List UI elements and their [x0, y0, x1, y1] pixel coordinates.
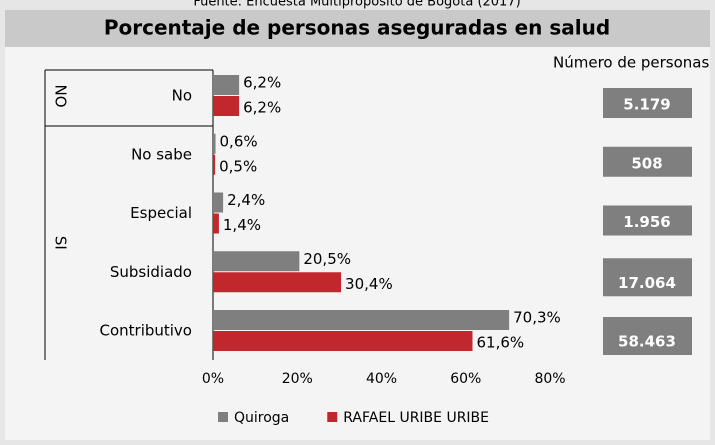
x-tick-label: 20%: [282, 371, 313, 387]
bar: [213, 154, 216, 175]
value-label: 1,4%: [223, 216, 261, 234]
count-box: [603, 146, 692, 177]
category-label: No: [172, 87, 192, 105]
count-box: [603, 88, 692, 118]
value-label: 61,6%: [476, 334, 524, 352]
count-box: [603, 258, 692, 297]
bar: [213, 251, 300, 272]
category-label: Contributivo: [99, 322, 192, 340]
bar: [213, 75, 240, 95]
value-label: 0,6%: [220, 132, 258, 150]
bar: [213, 272, 342, 293]
category-label: No sabe: [131, 145, 192, 163]
x-tick-label: 60%: [450, 371, 481, 387]
count-label: 17.064: [618, 274, 676, 292]
value-label: 30,4%: [345, 275, 393, 293]
value-label: 2,4%: [227, 191, 265, 209]
count-box: [603, 317, 692, 355]
bar: [213, 133, 216, 154]
count-label: 5.179: [623, 96, 670, 114]
count-box: [603, 205, 692, 236]
value-label: 70,3%: [513, 309, 561, 327]
source: Fuente: Encuesta Multipropósito de Bogot…: [193, 0, 520, 10]
category-label: Especial: [130, 204, 192, 222]
chart-title: Porcentaje de personas aseguradas en sal…: [104, 16, 610, 40]
bar: [213, 192, 224, 213]
count-label: 58.463: [618, 333, 676, 351]
category-label: Subsidiado: [110, 263, 192, 281]
bar: [213, 310, 510, 330]
group-label: NO: [52, 84, 70, 107]
x-tick-label: 80%: [534, 371, 565, 387]
value-label: 6,2%: [243, 74, 281, 92]
bar: [213, 213, 219, 234]
title-bar: [5, 10, 710, 47]
legend-label: RAFAEL URIBE URIBE: [343, 410, 489, 426]
counts-header: Número de personas: [553, 54, 709, 72]
bar: [213, 96, 240, 116]
legend-swatch: [327, 412, 338, 422]
legend-swatch: [218, 412, 228, 422]
value-label: 20,5%: [303, 250, 351, 268]
value-label: 6,2%: [243, 99, 281, 117]
group-label: SI: [52, 236, 70, 250]
panel: [5, 47, 710, 440]
clip: [711, 47, 715, 77]
x-tick-label: 40%: [366, 371, 397, 387]
count-label: 508: [631, 154, 662, 172]
bar: [213, 331, 473, 351]
legend-label: Quiroga: [234, 410, 289, 426]
x-tick-label: 0%: [202, 371, 224, 387]
count-label: 1.956: [623, 213, 670, 231]
value-label: 0,5%: [219, 157, 257, 175]
